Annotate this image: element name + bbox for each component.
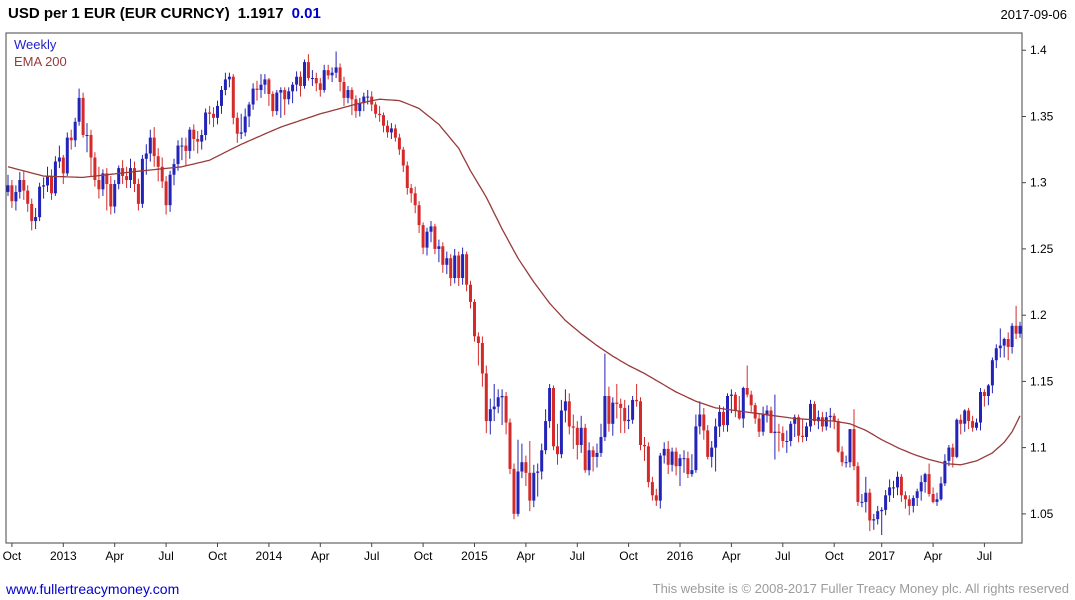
chart-legend: Weekly EMA 200 — [14, 36, 67, 70]
svg-text:2017: 2017 — [868, 549, 895, 563]
svg-text:2015: 2015 — [461, 549, 488, 563]
svg-text:Apr: Apr — [311, 549, 330, 563]
svg-text:Apr: Apr — [105, 549, 124, 563]
svg-text:1.3: 1.3 — [1030, 176, 1047, 190]
svg-text:1.2: 1.2 — [1030, 308, 1047, 322]
svg-text:1.05: 1.05 — [1030, 507, 1054, 521]
copyright-text: This website is © 2008-2017 Fuller Treac… — [652, 581, 1069, 596]
chart-title: USD per 1 EUR (EUR CURNCY) 1.1917 0.01 — [8, 5, 321, 22]
website-link[interactable]: www.fullertreacymoney.com — [6, 581, 180, 597]
price-chart: 1.05 1.1 1.15 1.2 1.25 1.3 1.35 1.4 Oct 2013 Apr Ju… — [3, 32, 1054, 563]
svg-text:2016: 2016 — [667, 549, 694, 563]
legend-weekly-label: Weekly — [14, 37, 57, 52]
svg-text:1.35: 1.35 — [1030, 110, 1054, 124]
svg-text:Jul: Jul — [570, 549, 585, 563]
svg-text:Oct: Oct — [414, 549, 433, 563]
chart-date: 2017-09-06 — [1000, 7, 1068, 22]
svg-text:Apr: Apr — [924, 549, 943, 563]
svg-text:1.15: 1.15 — [1030, 374, 1054, 388]
svg-text:1.4: 1.4 — [1030, 43, 1047, 57]
svg-text:Jul: Jul — [158, 549, 173, 563]
svg-text:Oct: Oct — [3, 549, 22, 563]
svg-text:Jul: Jul — [775, 549, 790, 563]
svg-text:Oct: Oct — [825, 549, 844, 563]
svg-text:Jul: Jul — [364, 549, 379, 563]
legend-ema-label: EMA 200 — [14, 54, 67, 69]
svg-text:Apr: Apr — [722, 549, 741, 563]
svg-text:1.1: 1.1 — [1030, 441, 1047, 455]
svg-text:1.25: 1.25 — [1030, 242, 1054, 256]
svg-text:Apr: Apr — [517, 549, 536, 563]
svg-text:Oct: Oct — [208, 549, 227, 563]
last-price: 1.1917 — [237, 5, 284, 22]
price-change: 0.01 — [291, 5, 321, 22]
svg-text:2013: 2013 — [50, 549, 77, 563]
svg-text:Oct: Oct — [619, 549, 638, 563]
instrument-name: USD per 1 EUR (EUR CURNCY) — [8, 5, 230, 22]
svg-text:Jul: Jul — [977, 549, 992, 563]
svg-text:2014: 2014 — [256, 549, 283, 563]
